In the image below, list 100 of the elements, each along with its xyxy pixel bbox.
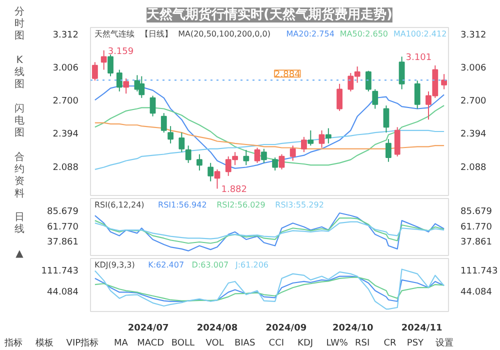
text: RSI — [355, 338, 370, 348]
y-tick-label: 3.006 — [52, 63, 79, 74]
annotation: 【日线】 — [140, 30, 172, 38]
y-tick-label: 44.084 — [47, 287, 79, 298]
x-tick-label: 2024/07 — [128, 324, 169, 334]
line-series — [94, 221, 445, 240]
candlestick — [92, 62, 98, 82]
annotation: 3.159 — [108, 46, 134, 57]
candlestick — [243, 149, 250, 166]
y2-tick-label: 2.394 — [460, 130, 487, 140]
y-tick-label: 85.679 — [47, 207, 79, 218]
y-tick-label: 111.743 — [41, 266, 78, 277]
y2-tick-label: 2.088 — [460, 162, 487, 173]
candlestick — [441, 74, 447, 90]
text: MA100:2.412 — [393, 30, 447, 38]
y-tick-label: 3.312 — [52, 30, 78, 40]
y-tick-label: 2.394 — [52, 130, 79, 140]
annotation: 天然气连续 — [94, 30, 134, 38]
x-tick-label: 2024/08 — [196, 324, 238, 334]
text: K:62.407 — [148, 260, 184, 270]
y2-tick-label: 3.006 — [460, 63, 487, 74]
text: D:63.007 — [192, 260, 229, 270]
text: 设置 — [436, 338, 454, 348]
candlestick — [214, 168, 220, 190]
candlestick — [325, 128, 332, 144]
text: 指标 — [4, 338, 22, 348]
text: MA — [114, 338, 129, 348]
x-tick-label: 2024/09 — [266, 324, 307, 334]
candlestick — [168, 126, 174, 144]
line-series — [94, 217, 445, 244]
candlestick — [398, 56, 405, 90]
y-tick-label: 2.088 — [52, 162, 79, 173]
y2-tick-label: 2.700 — [460, 96, 487, 107]
y2-tick-label: 61.770 — [460, 222, 492, 232]
text: 闪电图 — [14, 102, 24, 139]
text: CCI — [268, 338, 284, 348]
text: K线图 — [14, 55, 24, 90]
text: CR — [384, 338, 396, 348]
text: RSI3:55.292 — [275, 200, 324, 210]
candlestick — [208, 162, 214, 182]
text: MA50:2.650 — [340, 30, 388, 38]
text: MACD — [137, 338, 164, 348]
candlestick — [301, 136, 307, 153]
text: BOLL — [171, 338, 195, 348]
x-tick-label: 2024/11 — [401, 324, 442, 334]
annotation: 3.101 — [406, 53, 432, 64]
text: PSY — [406, 338, 424, 348]
annotation: 1.882 — [221, 185, 248, 196]
candlestick — [278, 154, 285, 170]
annotation: KDJ(9,3,3) — [94, 260, 135, 270]
candlestick — [272, 157, 278, 171]
candlestick — [100, 50, 107, 70]
chart-title: 天然气期货行情实时(天然气期货费用走势) — [146, 6, 392, 22]
text: 模板 — [35, 338, 54, 348]
y2-tick-label: 3.312 — [460, 30, 486, 40]
line-series — [94, 130, 445, 170]
candlestick — [386, 138, 392, 162]
candlestick — [308, 130, 314, 146]
x-tick-label: 2024/10 — [332, 324, 374, 334]
candlestick — [260, 148, 267, 164]
y2-tick-label: 111.743 — [460, 266, 498, 277]
candlestick — [318, 130, 325, 148]
text: VOL — [206, 338, 224, 348]
text: 分时图 — [14, 6, 24, 42]
candlestick — [290, 145, 296, 162]
y-tick-label: 2.700 — [52, 96, 79, 107]
y-tick-label: 37.861 — [47, 237, 79, 248]
text: KDJ — [298, 338, 314, 348]
annotation: RSI(6,12,24) — [94, 200, 144, 210]
candlestick — [414, 80, 420, 110]
text: LW% — [326, 338, 348, 348]
y2-tick-label: 37.861 — [460, 237, 492, 248]
y2-tick-label: 44.084 — [460, 287, 492, 298]
candlestick — [366, 70, 372, 92]
candlestick — [254, 147, 260, 164]
text: BIAS — [234, 338, 256, 348]
candlestick — [372, 88, 378, 110]
line-series — [94, 212, 445, 252]
text: 日线 ▲ — [14, 212, 24, 260]
text: RSI2:56.029 — [216, 200, 266, 210]
y-tick-label: 61.770 — [47, 222, 79, 232]
candlestick — [394, 126, 400, 157]
series-label: J:61.206 — [234, 260, 269, 270]
line-series — [94, 268, 445, 310]
candlestick — [116, 69, 122, 92]
text: RSI1:56.942 — [158, 200, 207, 210]
text: VIP指标 — [66, 338, 99, 348]
text: 合约资料 — [14, 151, 24, 200]
candlestick — [150, 95, 156, 117]
candlestick — [123, 78, 130, 94]
candlestick — [196, 154, 202, 171]
candlestick — [185, 145, 192, 164]
text: MA20:2.754 — [286, 30, 334, 38]
candlestick — [383, 105, 390, 134]
candlestick — [108, 54, 114, 77]
candlestick — [160, 112, 167, 134]
candlestick — [336, 83, 342, 112]
annotation: MA(20,50,100,200,0,0) — [178, 30, 271, 38]
candlestick — [178, 132, 185, 153]
y2-tick-label: 85.679 — [460, 207, 492, 218]
